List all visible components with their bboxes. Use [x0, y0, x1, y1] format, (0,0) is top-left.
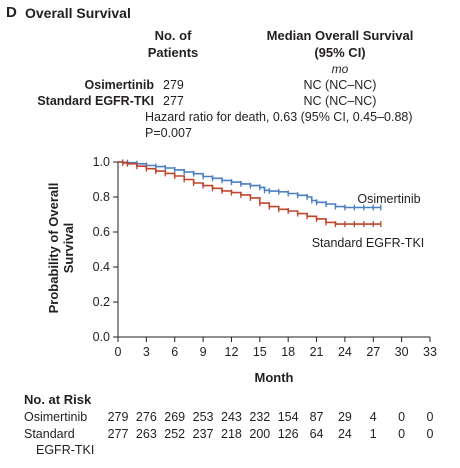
median-header: Median Overall Survival (95% CI) — [250, 27, 430, 61]
survival-chart: Probability of Overall Survival 0.00.20.… — [46, 155, 437, 385]
median-header-line2: (95% CI) — [314, 45, 366, 60]
y-tick-label: 1.0 — [93, 155, 110, 169]
risk-count: 232 — [249, 410, 271, 424]
risk-table-title: No. at Risk — [24, 392, 92, 407]
risk-count: 218 — [221, 427, 242, 441]
risk-count: 263 — [135, 427, 157, 441]
table-row-arm-standard: Standard EGFR-TKI — [37, 94, 154, 108]
risk-count: 64 — [309, 427, 324, 441]
y-axis-title-line2: Survival — [61, 223, 76, 274]
panel-letter: D — [6, 4, 17, 21]
risk-count: 0 — [426, 427, 434, 441]
risk-count: 29 — [337, 410, 352, 424]
x-tick-label: 24 — [338, 345, 352, 359]
y-axis-title: Probability of Overall Survival — [46, 183, 76, 314]
table-row-patients-osimertinib: 279 — [163, 78, 184, 92]
patients-header-line2: Patients — [147, 45, 199, 60]
risk-count: 154 — [277, 410, 299, 424]
risk-count: 277 — [107, 427, 129, 441]
x-tick-label: 18 — [281, 345, 295, 359]
x-tick-label: 6 — [171, 345, 178, 359]
y-tick-label: 0.2 — [93, 295, 110, 309]
series-line-osimertinib — [118, 161, 381, 209]
risk-count: 279 — [107, 410, 129, 424]
risk-count: 243 — [221, 410, 242, 424]
risk-count: 253 — [192, 410, 214, 424]
risk-count: 269 — [164, 410, 186, 424]
risk-count: 126 — [277, 427, 299, 441]
x-tick-label: 27 — [366, 345, 380, 359]
p-value-text: P=0.007 — [145, 126, 192, 140]
risk-count: 0 — [426, 410, 434, 424]
x-tick-label: 3 — [143, 345, 150, 359]
series-label-standard: Standard EGFR-TKI — [312, 236, 425, 250]
patients-header-line1: No. of — [154, 28, 192, 43]
x-tick-label: 9 — [200, 345, 207, 359]
table-row-median-osimertinib: NC (NC–NC) — [303, 78, 377, 92]
y-tick-label: 0.8 — [93, 190, 110, 204]
risk-count: 200 — [249, 427, 271, 441]
risk-row-label-standard-line2: EGFR-TKI — [36, 443, 95, 457]
x-ticks: 0 3 6 9 12 15 18 21 24 27 30 33 — [115, 337, 437, 359]
risk-count: 24 — [337, 427, 352, 441]
risk-count: 4 — [369, 410, 377, 424]
risk-row-label-standard-line1: Standard — [24, 427, 75, 441]
series-group — [118, 159, 382, 228]
x-tick-label: 12 — [225, 345, 239, 359]
series-line-standard — [118, 161, 381, 225]
risk-count: 0 — [398, 427, 406, 441]
median-header-line1: Median Overall Survival — [266, 28, 414, 43]
x-tick-label: 0 — [115, 345, 122, 359]
risk-count: 0 — [398, 410, 406, 424]
patients-header: No. of Patients — [128, 27, 218, 61]
series-label-osimertinib: Osimertinib — [357, 192, 420, 206]
risk-count: 276 — [135, 410, 157, 424]
y-ticks: 0.0 0.2 0.4 0.6 0.8 1.0 — [93, 155, 118, 344]
median-unit: mo — [331, 62, 349, 76]
x-tick-label: 33 — [423, 345, 437, 359]
table-row-median-standard: NC (NC–NC) — [303, 94, 377, 108]
risk-count: 1 — [369, 427, 377, 441]
x-tick-label: 30 — [395, 345, 409, 359]
x-tick-label: 15 — [253, 345, 267, 359]
hazard-ratio-text: Hazard ratio for death, 0.63 (95% CI, 0.… — [145, 110, 413, 124]
y-tick-label: 0.0 — [93, 330, 110, 344]
panel-title: Overall Survival — [25, 5, 131, 21]
table-row-arm-osimertinib: Osimertinib — [84, 78, 154, 92]
x-tick-label: 21 — [310, 345, 324, 359]
y-tick-label: 0.6 — [93, 225, 110, 239]
risk-count: 252 — [164, 427, 186, 441]
y-axis-title-line1: Probability of Overall — [46, 183, 61, 314]
y-tick-label: 0.4 — [93, 260, 110, 274]
risk-count: 237 — [192, 427, 214, 441]
table-row-patients-standard: 277 — [163, 94, 184, 108]
risk-row-label-osimertinib: Osimertinib — [24, 410, 88, 424]
risk-count: 87 — [309, 410, 324, 424]
x-axis-title: Month — [255, 370, 294, 385]
